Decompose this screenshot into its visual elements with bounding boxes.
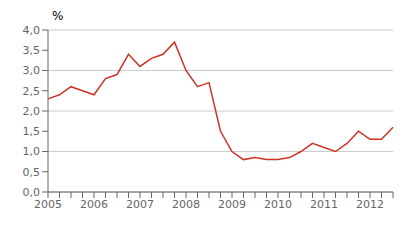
- svg-text:0,0: 0,0: [23, 186, 41, 199]
- svg-text:2006: 2006: [80, 198, 108, 211]
- svg-text:1,5: 1,5: [23, 125, 41, 138]
- svg-text:2,5: 2,5: [23, 85, 41, 98]
- svg-text:2,0: 2,0: [23, 105, 41, 118]
- svg-text:2009: 2009: [218, 198, 246, 211]
- svg-text:0,5: 0,5: [23, 166, 41, 179]
- svg-text:3,5: 3,5: [23, 44, 41, 57]
- svg-text:2010: 2010: [264, 198, 292, 211]
- svg-text:3,0: 3,0: [23, 64, 41, 77]
- svg-text:2005: 2005: [34, 198, 62, 211]
- svg-text:2008: 2008: [172, 198, 200, 211]
- svg-text:2007: 2007: [126, 198, 154, 211]
- svg-text:1,0: 1,0: [23, 145, 41, 158]
- svg-text:4,0: 4,0: [23, 24, 41, 37]
- svg-text:2011: 2011: [310, 198, 338, 211]
- svg-text:2012: 2012: [356, 198, 384, 211]
